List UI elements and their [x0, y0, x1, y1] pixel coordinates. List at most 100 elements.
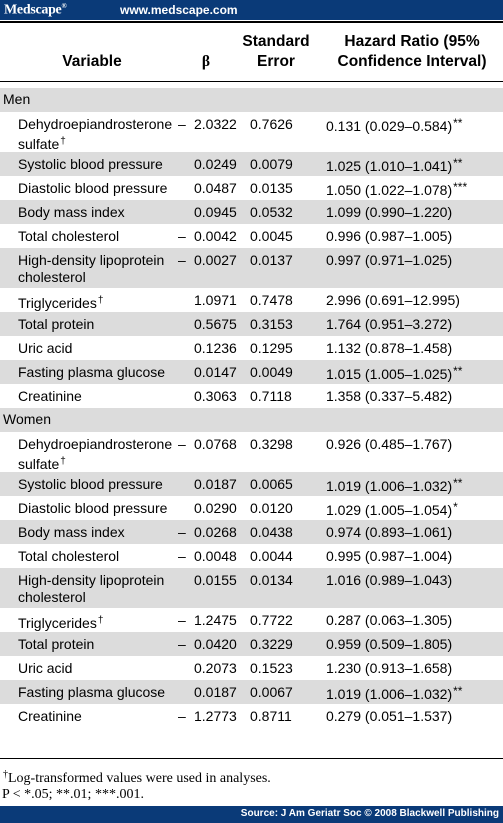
beta-sign: –	[178, 228, 186, 244]
variable-name: Body mass index	[18, 204, 125, 220]
medscape-logo[interactable]: Medscape®	[4, 2, 67, 18]
standard-error-value: 0.3298	[250, 436, 293, 452]
standard-error-value: 0.0438	[250, 524, 293, 540]
table-row: Diastolic blood pressure 0.0290 0.0120 1.02…	[0, 496, 503, 520]
beta-sign: –	[178, 116, 186, 132]
variable-name: Uric acid	[18, 660, 73, 676]
beta-value: 0.2073	[194, 660, 237, 676]
standard-error-value: 0.7626	[250, 116, 293, 132]
hazard-ratio-value: 1.015 (1.005–1.025)**	[326, 364, 463, 382]
beta-sign: –	[178, 548, 186, 564]
variable-name: Total protein	[18, 636, 95, 652]
source-bar: Source: J Am Geriatr Soc © 2008 Blackwel…	[0, 806, 503, 823]
standard-error-value: 0.0079	[250, 156, 293, 172]
hazard-ratio-value: 1.029 (1.005–1.054)*	[326, 500, 458, 518]
hazard-ratio-value: 0.995 (0.987–1.004)	[326, 548, 453, 564]
hazard-ratio-value: 0.996 (0.987–1.005)	[326, 228, 453, 244]
table-row: Fasting plasma glucose 0.0147 0.0049 1.015 …	[0, 360, 503, 384]
header-hazard-ratio: Hazard Ratio (95% Confidence Interval)	[337, 33, 487, 70]
header-beta: β	[201, 53, 211, 70]
hazard-ratio-value: 1.230 (0.913–1.658)	[326, 660, 453, 676]
table-row: Systolic blood pressure 0.0249 0.0079 1.025…	[0, 152, 503, 176]
beta-value: 0.0945	[194, 204, 237, 220]
bottom-rule	[0, 758, 503, 759]
beta-value: 1.2773	[194, 708, 237, 724]
beta-value: 0.0268	[194, 524, 237, 540]
significance-mark: ***	[453, 180, 468, 194]
standard-error-value: 0.0135	[250, 180, 293, 196]
variable-name: Triglycerides†	[18, 615, 104, 631]
hazard-ratio-value: 1.358 (0.337–5.482)	[326, 388, 453, 404]
variable-name: Systolic blood pressure	[18, 476, 163, 492]
table-row: Dehydroepiandrosterone sulfate† –0.0768 0.3…	[0, 432, 503, 472]
standard-error-value: 0.0532	[250, 204, 293, 220]
table-row: Creatinine –1.2773 0.8711 0.279 (0.051–1.53…	[0, 704, 503, 728]
variable-name: High-density lipoprotein cholesterol	[18, 572, 165, 605]
header-variable: Variable	[62, 53, 122, 70]
beta-sign: –	[178, 436, 186, 452]
standard-error-value: 0.7478	[250, 292, 293, 308]
standard-error-value: 0.3229	[250, 636, 293, 652]
variable-name: Body mass index	[18, 524, 125, 540]
standard-error-value: 0.3153	[250, 316, 293, 332]
table-row: Total cholesterol –0.0048 0.0044 0.995 (0.9…	[0, 544, 503, 568]
dagger-mark: †	[60, 136, 66, 147]
dagger-mark: †	[97, 615, 104, 626]
hazard-ratio-value: 1.764 (0.951–3.272)	[326, 316, 453, 332]
hazard-ratio-value: 0.131 (0.029–0.584)**	[326, 116, 463, 134]
standard-error-value: 0.0120	[250, 500, 293, 516]
significance-mark: **	[453, 684, 463, 698]
beta-value: 0.5675	[194, 316, 237, 332]
beta-value: 0.0768	[194, 436, 237, 452]
variable-name: Fasting plasma glucose	[18, 364, 166, 380]
beta-value: 0.0048	[194, 548, 237, 564]
significance-mark: **	[453, 156, 463, 170]
table-row: Body mass index –0.0268 0.0438 0.974 (0.893…	[0, 520, 503, 544]
hazard-ratio-value: 1.019 (1.006–1.032)**	[326, 476, 463, 494]
variable-name: Systolic blood pressure	[18, 156, 163, 172]
beta-value: 0.0420	[194, 636, 237, 652]
beta-sign: –	[178, 708, 186, 724]
hazard-ratio-value: 0.926 (0.485–1.767)	[326, 436, 453, 452]
beta-value: 0.1236	[194, 340, 237, 356]
table-row: Creatinine 0.3063 0.7118 1.358 (0.337–5.482…	[0, 384, 503, 408]
beta-value: 1.0971	[194, 292, 237, 308]
hazard-ratio-value: 1.016 (0.989–1.043)	[326, 572, 453, 588]
beta-value: 0.0187	[194, 684, 237, 700]
beta-value: 0.0027	[194, 252, 237, 268]
dagger-mark: †	[60, 456, 66, 467]
table-row: Diastolic blood pressure 0.0487 0.0135 1.05…	[0, 176, 503, 200]
beta-value: 0.0187	[194, 476, 237, 492]
hazard-ratio-value: 0.279 (0.051–1.537)	[326, 708, 453, 724]
footnote-dagger: †Log-transformed values were used in ana…	[3, 769, 271, 786]
source-credit: Source: J Am Geriatr Soc © 2008 Blackwel…	[240, 808, 499, 819]
variable-name: Uric acid	[18, 340, 73, 356]
table-row: High-density lipoprotein cholesterol 0.015…	[0, 568, 503, 608]
table-row: Dehydroepiandrosterone sulfate† –2.0322 0.7…	[0, 112, 503, 152]
beta-value: 0.0290	[194, 500, 237, 516]
beta-value: 0.3063	[194, 388, 237, 404]
medscape-header-bar: Medscape® www.medscape.com	[0, 0, 503, 20]
standard-error-value: 0.7722	[250, 612, 293, 628]
standard-error-value: 0.8711	[250, 708, 292, 724]
hazard-ratio-value: 1.132 (0.878–1.458)	[326, 340, 453, 356]
variable-name: High-density lipoprotein cholesterol	[18, 252, 165, 285]
beta-sign: –	[178, 252, 186, 268]
hazard-ratio-value: 2.996 (0.691–12.995)	[326, 292, 460, 308]
beta-sign: –	[178, 524, 186, 540]
table-row: Total protein –0.0420 0.3229 0.959 (0.509–1…	[0, 632, 503, 656]
table-row: Triglycerides† –1.2475 0.7722 0.287 (0.063–…	[0, 608, 503, 632]
standard-error-value: 0.0045	[250, 228, 293, 244]
variable-name: Diastolic blood pressure	[18, 500, 168, 516]
site-url-link[interactable]: www.medscape.com	[120, 3, 238, 17]
significance-mark: *	[453, 500, 458, 514]
significance-mark: **	[453, 476, 463, 490]
section-label: Men	[3, 91, 31, 107]
hazard-ratio-value: 0.959 (0.509–1.805)	[326, 636, 453, 652]
table-row: Triglycerides† 1.0971 0.7478 2.996 (0.691–1…	[0, 288, 503, 312]
table-row: High-density lipoprotein cholesterol –0.00…	[0, 248, 503, 288]
hazard-ratio-value: 0.974 (0.893–1.061)	[326, 524, 453, 540]
top-rule	[0, 21, 503, 23]
beta-value: 2.0322	[194, 116, 237, 132]
table-row: Total cholesterol –0.0042 0.0045 0.996 (0.9…	[0, 224, 503, 248]
